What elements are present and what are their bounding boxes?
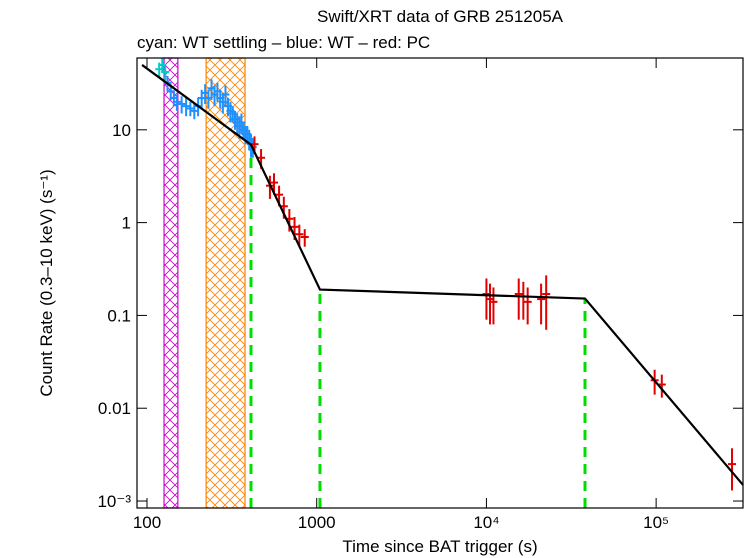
x-tick-label: 1000 [298, 513, 336, 532]
y-axis-label: Count Rate (0.3–10 keV) (s⁻¹) [37, 169, 56, 396]
x-axis-label: Time since BAT trigger (s) [342, 537, 537, 556]
y-tick-label: 1 [122, 214, 131, 233]
time-band [163, 57, 179, 509]
chart-subtitle: cyan: WT settling – blue: WT – red: PC [137, 33, 430, 52]
plot-frame [136, 57, 744, 509]
x-tick-label: 10⁵ [643, 513, 669, 532]
y-tick-label: 10 [112, 121, 131, 140]
y-tick-label: 10⁻³ [97, 492, 131, 511]
x-tick-label: 100 [133, 513, 161, 532]
y-tick-label: 0.01 [98, 399, 131, 418]
fit-line [141, 64, 744, 486]
y-tick-label: 0.1 [107, 306, 131, 325]
x-tick-label: 10⁴ [473, 513, 499, 532]
chart-title: Swift/XRT data of GRB 251205A [317, 7, 564, 26]
